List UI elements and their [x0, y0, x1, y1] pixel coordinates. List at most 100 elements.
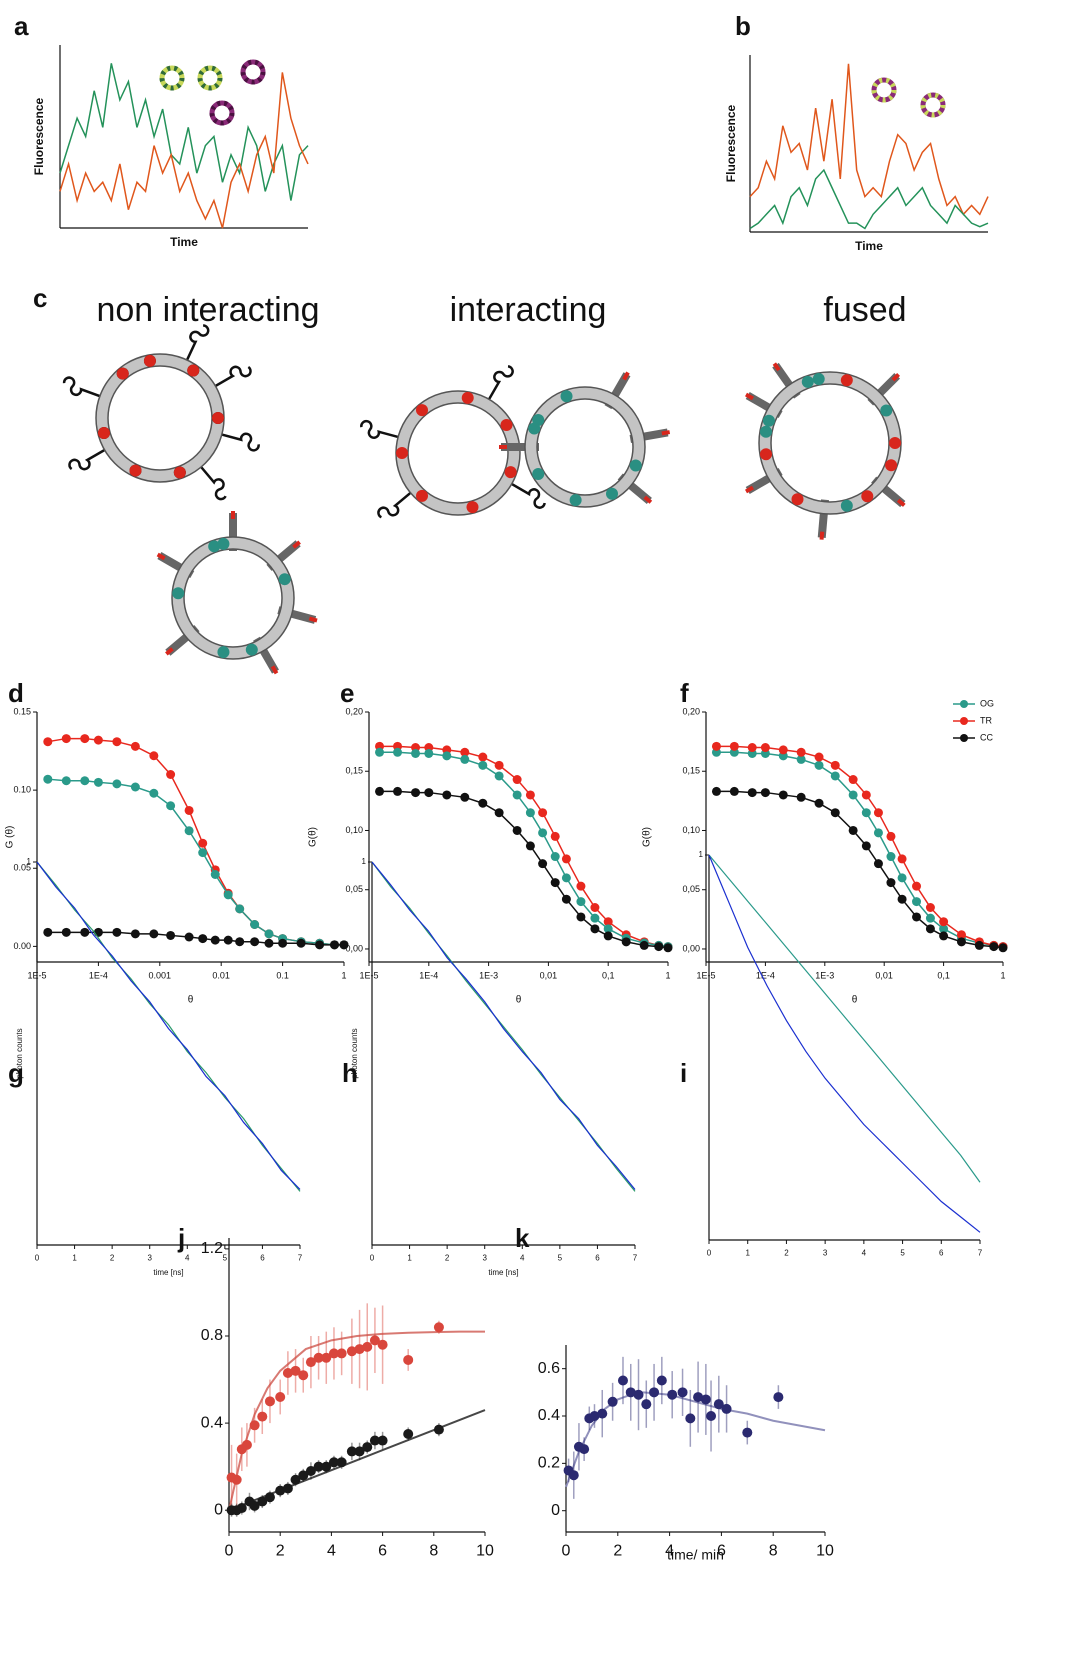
data-line — [371, 861, 636, 1190]
data-point — [693, 1392, 704, 1403]
data-point — [130, 782, 140, 792]
data-point — [925, 913, 935, 923]
x-tick-label: 10 — [816, 1542, 834, 1559]
data-point — [607, 1396, 618, 1407]
x-tick-label: 6 — [378, 1542, 387, 1559]
data-point — [861, 841, 871, 851]
diagram-title: interacting — [450, 291, 607, 329]
data-point — [478, 752, 488, 762]
y-axis-label: photon counts — [350, 1028, 359, 1078]
data-point — [354, 1446, 365, 1457]
panel-letter: a — [14, 11, 29, 41]
data-point — [886, 878, 896, 888]
x-tick-label: 0.001 — [149, 971, 172, 981]
x-axis-label: time [ns] — [488, 1268, 518, 1277]
dye-dot — [812, 372, 825, 385]
legend-label: OG — [980, 698, 994, 708]
data-point — [633, 1389, 644, 1400]
data-point — [525, 808, 535, 818]
y-tick-label: 0 — [214, 1501, 223, 1518]
x-axis-label: time [ns] — [153, 1268, 183, 1277]
data-point — [711, 786, 721, 796]
x-tick-label: 3 — [147, 1254, 152, 1263]
data-point — [241, 1439, 252, 1450]
data-point — [747, 788, 757, 798]
data-point — [43, 774, 53, 784]
data-point — [424, 788, 434, 798]
x-tick-label: 0.01 — [212, 971, 230, 981]
y-axis-label: G(θ) — [642, 827, 653, 847]
x-tick-label: 7 — [978, 1249, 983, 1258]
data-point — [654, 942, 664, 952]
snare-tip — [772, 362, 781, 372]
x-tick-label: 0,01 — [875, 971, 893, 981]
data-point — [617, 1375, 628, 1386]
data-point — [249, 1500, 260, 1511]
data-point — [897, 873, 907, 883]
x-tick-label: 1E-4 — [89, 971, 108, 981]
y-tick-label: 0.05 — [13, 863, 31, 873]
data-point — [112, 927, 122, 937]
data-point — [760, 743, 770, 753]
data-point — [830, 808, 840, 818]
data-point — [149, 788, 159, 798]
data-point — [576, 881, 586, 891]
vesicle-edge — [536, 398, 634, 496]
x-tick-label: 0.1 — [276, 971, 289, 981]
data-point — [166, 801, 176, 811]
data-point — [250, 920, 260, 929]
data-point — [433, 1424, 444, 1435]
data-point — [989, 942, 999, 952]
data-point — [848, 825, 858, 835]
data-point — [369, 1335, 380, 1346]
panel-letter: f — [680, 678, 689, 708]
dye-dot — [504, 466, 517, 479]
y-tick-label: 0.4 — [538, 1407, 560, 1424]
data-point — [939, 917, 949, 927]
dye-dot — [759, 425, 772, 438]
data-point — [561, 854, 571, 864]
data-point — [861, 808, 871, 818]
data-point — [460, 792, 470, 802]
snare-tip — [156, 552, 166, 561]
data-point — [939, 924, 949, 934]
data-point — [706, 1411, 717, 1422]
x-tick-label: 4 — [665, 1542, 674, 1559]
data-point — [282, 1368, 293, 1379]
y-tick-label: 0,20 — [682, 706, 700, 716]
data-point — [873, 828, 883, 838]
dye-dot — [245, 643, 258, 656]
data-point — [235, 937, 245, 947]
snare-tip — [744, 392, 754, 401]
dye-dot — [885, 459, 898, 472]
data-point — [61, 734, 71, 744]
data-point — [639, 940, 649, 950]
x-tick-label: 1 — [745, 1249, 750, 1258]
x-tick-label: 6 — [260, 1254, 265, 1263]
x-tick-label: 4 — [520, 1254, 525, 1263]
data-point — [663, 943, 673, 953]
y-axis-label: G(θ) — [308, 827, 319, 847]
y-tick-label: 0.6 — [538, 1360, 560, 1377]
y-tick-label: 0,10 — [682, 825, 700, 835]
data-point — [590, 902, 600, 912]
data-point — [568, 1470, 579, 1481]
data-point — [550, 852, 560, 862]
snare-protein — [360, 419, 409, 441]
data-point — [442, 751, 452, 761]
data-point — [362, 1442, 373, 1453]
dye-dot — [396, 447, 408, 459]
x-tick-label: 0,1 — [937, 971, 950, 981]
dye-dot — [606, 487, 618, 500]
dye-dot — [97, 427, 110, 440]
dye-dot — [173, 466, 186, 479]
data-point — [525, 790, 535, 800]
data-point — [897, 894, 907, 904]
data-point — [184, 826, 194, 836]
vesicle-edge — [524, 386, 646, 508]
data-point — [264, 1396, 275, 1407]
data-point — [93, 777, 103, 787]
x-tick-label: 0 — [562, 1542, 571, 1559]
x-tick-label: 5 — [223, 1254, 228, 1263]
data-point — [830, 771, 840, 781]
